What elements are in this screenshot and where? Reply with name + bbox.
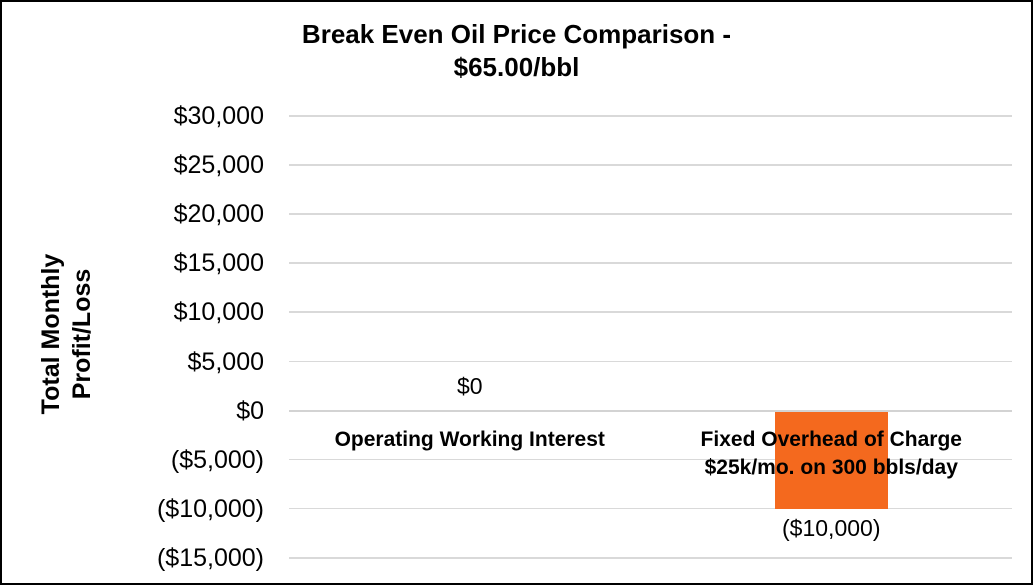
chart-title-line1: Break Even Oil Price Comparison -: [301, 19, 732, 49]
category-label-line: Fixed Overhead of Charge: [700, 428, 962, 451]
gridline: [289, 164, 1012, 166]
y-tick-label: $15,000: [173, 249, 264, 278]
data-label: $0: [456, 372, 483, 399]
y-tick-label: $25,000: [173, 151, 264, 180]
gridline: [289, 458, 1012, 461]
y-tick-label: $5,000: [187, 347, 264, 376]
data-label: ($10,000): [782, 514, 881, 541]
gridline: [289, 311, 1012, 313]
bar-fixed-overhead: [774, 411, 888, 509]
gridline: [289, 115, 1012, 117]
y-tick-label: ($5,000): [170, 445, 264, 474]
category-label: Fixed Overhead of Charge $25k/mo. on 300 …: [651, 426, 1013, 482]
zero-axis-line: [289, 409, 1012, 412]
y-tick-label: ($10,000): [156, 494, 264, 523]
y-tick-label: $0: [236, 396, 264, 425]
category-label: Operating Working Interest: [289, 426, 651, 454]
gridline: [289, 507, 1012, 510]
chart-title-line2: $65.00/bbl: [453, 52, 580, 82]
gridline: [289, 557, 1012, 559]
y-tick-label: $10,000: [173, 298, 264, 327]
chart-title: Break Even Oil Price Comparison - $65.00…: [2, 18, 1031, 84]
gridline: [289, 262, 1012, 264]
y-tick-label: $20,000: [173, 200, 264, 229]
gridline: [289, 360, 1012, 363]
category-label-line: Operating Working Interest: [334, 428, 605, 451]
y-tick-label: ($15,000): [156, 544, 264, 572]
gridline: [289, 213, 1012, 215]
y-tick-label: $30,000: [173, 102, 264, 130]
category-label-line: $25k/mo. on 300 bbls/day: [704, 456, 958, 479]
